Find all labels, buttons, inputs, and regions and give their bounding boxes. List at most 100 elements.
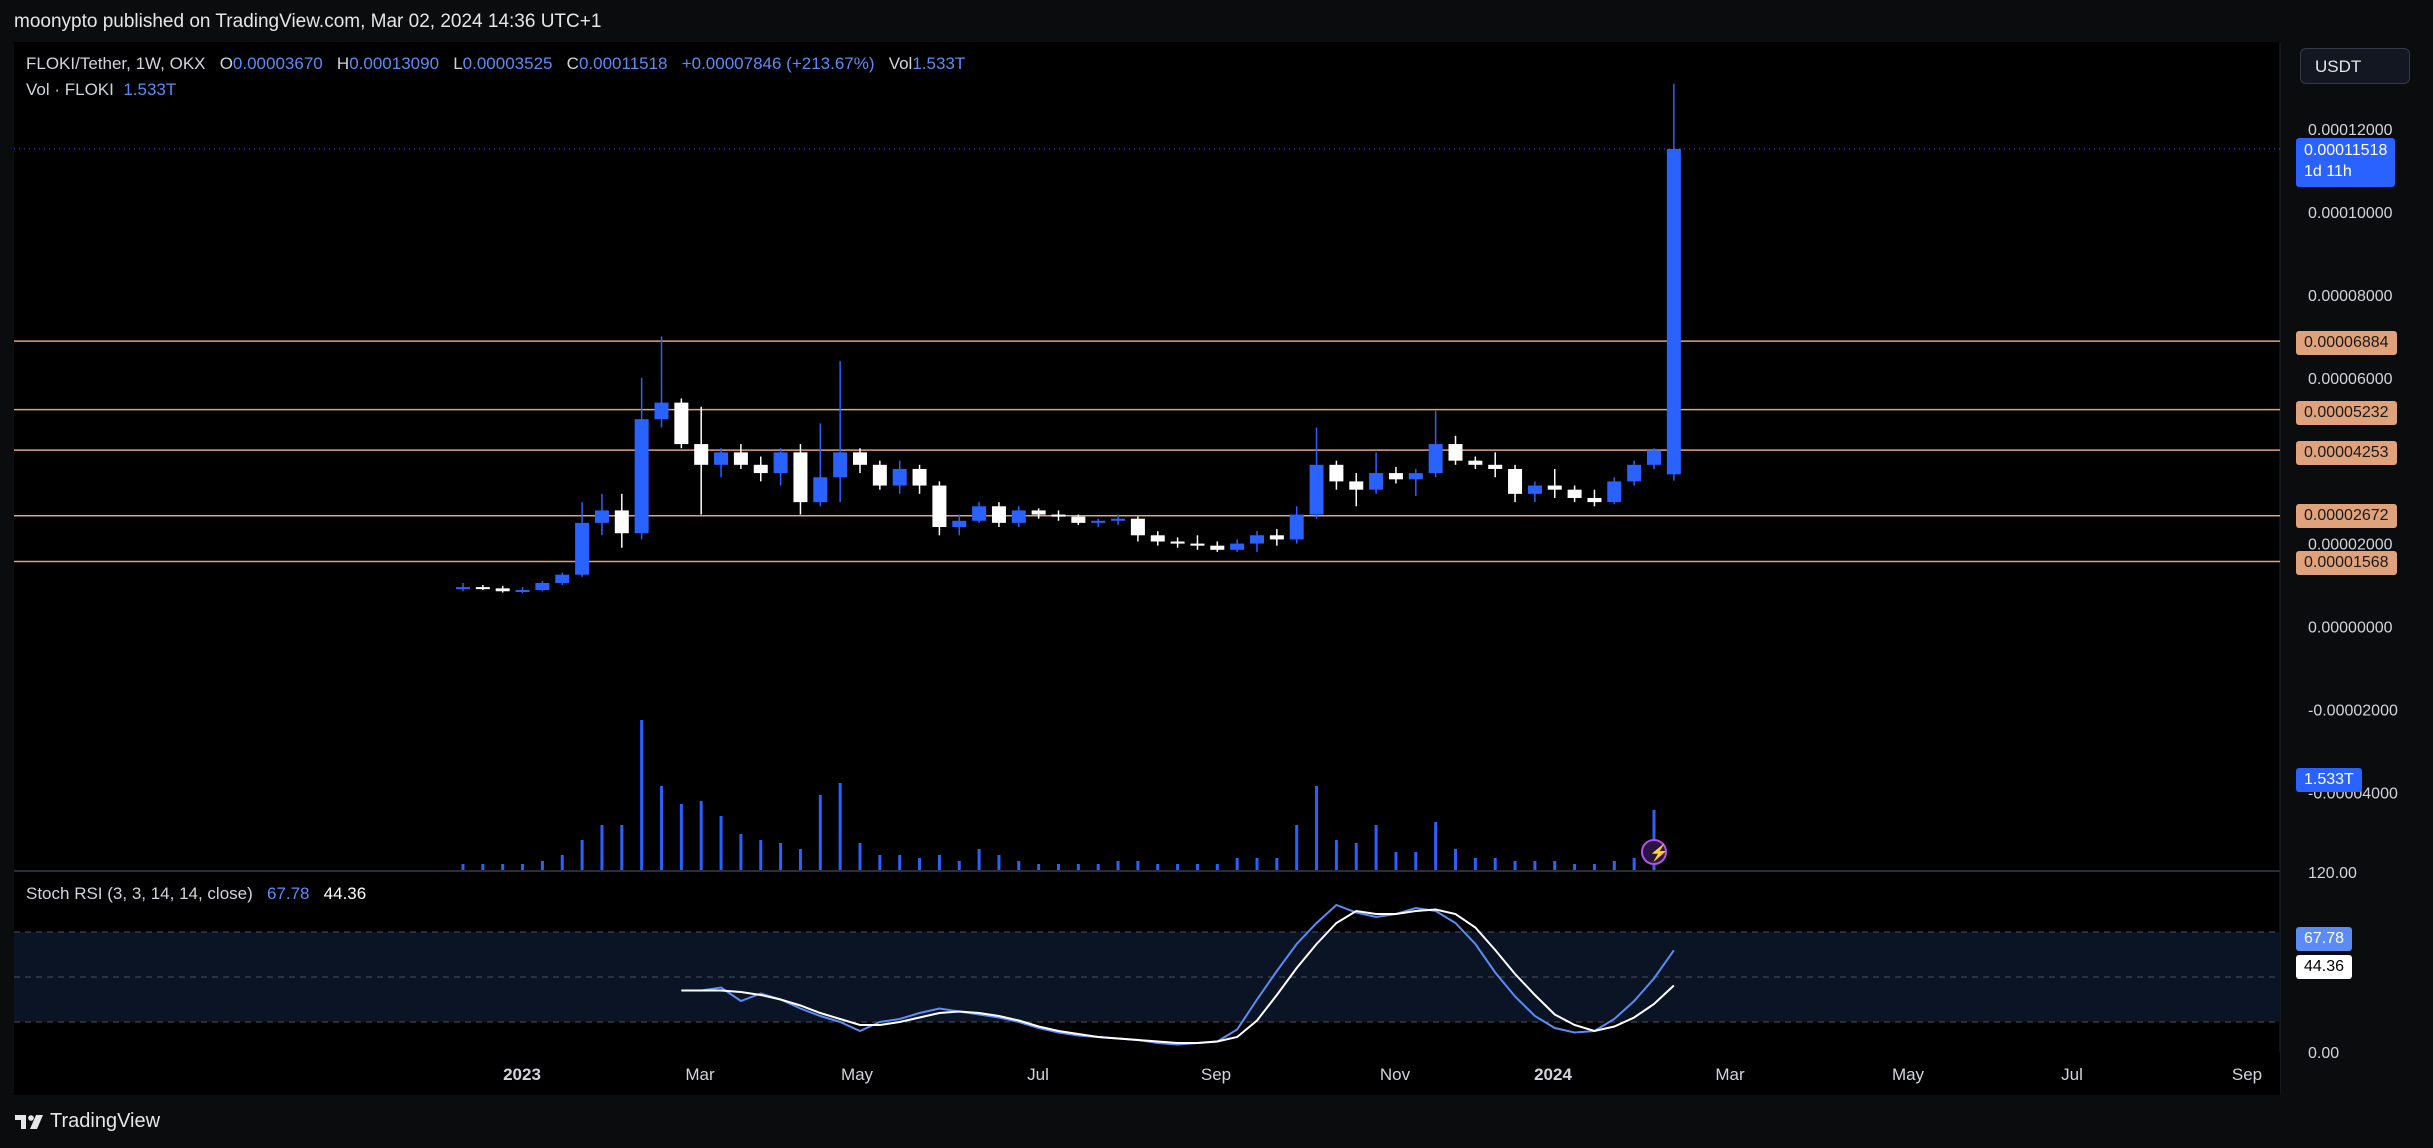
rsi-k-tag: 67.78 — [2296, 927, 2353, 951]
candle-body — [991, 506, 1006, 523]
candle-body — [733, 452, 748, 465]
volume-bar — [1513, 861, 1517, 870]
candle-body — [1508, 468, 1523, 494]
candle-body — [1031, 510, 1046, 515]
candle-body — [1150, 535, 1165, 542]
y-tick-label: -0.00002000 — [2308, 702, 2398, 719]
rsi-k-value: 67.78 — [266, 884, 310, 903]
candle-body — [634, 419, 649, 534]
legend-stoch-rsi: Stoch RSI (3, 3, 14, 14, close) 67.78 44… — [26, 884, 366, 904]
legend-symbol[interactable]: FLOKI/Tether, 1W, OKX — [26, 54, 206, 73]
volume-bar — [779, 843, 783, 870]
candle-body — [1488, 464, 1503, 469]
volume-title[interactable]: Vol · FLOKI — [26, 80, 114, 99]
chart-area[interactable]: 0.00012000 0.00010000 0.00008000 0.00006000… — [0, 42, 2433, 1095]
candle-body — [614, 510, 629, 534]
legend-open: 0.00003670 — [232, 54, 323, 73]
level-tag: 0.00006884 — [2296, 331, 2397, 355]
volume-bar — [501, 864, 505, 870]
volume-bar — [1374, 825, 1378, 870]
x-tick-label: Sep — [1201, 1065, 1231, 1084]
legend-vol: 1.533T — [912, 54, 966, 73]
volume-bar — [1156, 864, 1160, 870]
candle-body — [1309, 464, 1324, 515]
volume-bar — [1454, 849, 1457, 870]
candle-body — [714, 452, 729, 465]
candle-body — [1567, 489, 1582, 498]
volume-bar — [1493, 858, 1497, 870]
candle-body — [1369, 473, 1384, 490]
legend-main: FLOKI/Tether, 1W, OKX O0.00003670 H0.000… — [26, 54, 965, 74]
candle-body — [1587, 497, 1602, 503]
volume-bar — [1573, 864, 1577, 870]
volume-bar — [1295, 825, 1299, 870]
candle-body — [1130, 518, 1145, 536]
chart-canvas[interactable]: 0.00012000 0.00010000 0.00008000 0.00006000… — [0, 42, 2433, 1095]
legend-c-label: C — [566, 54, 579, 73]
candle-body — [594, 510, 609, 523]
legend-high: 0.00013090 — [349, 54, 440, 73]
brand-name: TradingView — [50, 1110, 161, 1132]
x-tick-label: May — [1892, 1065, 1925, 1084]
y-tick-label: 0.00012000 — [2308, 122, 2393, 139]
currency-button[interactable]: USDT — [2300, 48, 2410, 84]
candle-body — [456, 587, 470, 590]
rsi-title[interactable]: Stoch RSI (3, 3, 14, 14, close) — [26, 884, 253, 903]
volume-bar — [1136, 861, 1140, 870]
candle-body — [1329, 464, 1344, 482]
volume-bar — [1275, 858, 1279, 870]
y-tick-label: 0.00006000 — [2308, 371, 2393, 388]
candle-body — [912, 468, 927, 486]
candle-body — [1011, 510, 1026, 523]
candle-body — [1666, 148, 1681, 475]
candle-body — [475, 587, 490, 590]
volume-bar — [640, 720, 644, 870]
volume-bar — [1553, 861, 1557, 870]
candle-body — [1527, 485, 1542, 494]
candle-body — [1408, 473, 1423, 480]
candle-body — [1170, 541, 1185, 544]
legend-low: 0.00003525 — [462, 54, 553, 73]
candle-body — [1230, 543, 1245, 550]
y-tick-label: 0.00002000 — [2308, 537, 2393, 554]
candle-body — [1647, 450, 1661, 465]
legend-l-label: L — [453, 54, 463, 73]
publish-info: moonypto published on TradingView.com, M… — [14, 11, 602, 32]
volume-bar — [1414, 852, 1418, 870]
x-tick-label: 2023 — [503, 1065, 541, 1084]
volume-bar — [679, 804, 683, 870]
volume-bar — [600, 825, 604, 870]
price-pane — [14, 42, 2280, 870]
alert-icon — [1641, 839, 1667, 865]
candle-body — [1349, 481, 1364, 490]
volume-bar — [540, 861, 544, 870]
candle-body — [1448, 444, 1463, 461]
footer: TradingView — [0, 1095, 2433, 1148]
y-tick-label: 0.00000000 — [2308, 620, 2393, 637]
stoch-rsi-k-line — [681, 903, 1675, 1046]
candle-body — [1269, 535, 1284, 540]
candle-body — [892, 468, 907, 486]
volume-tag: 1.533T — [2296, 768, 2362, 792]
volume-bar — [1394, 852, 1398, 870]
volume-bar — [1116, 861, 1120, 870]
tradingview-logo[interactable]: TradingView — [14, 1110, 160, 1133]
candle-body — [1051, 514, 1066, 517]
volume-bar — [580, 840, 584, 870]
candle-body — [535, 582, 550, 591]
x-tick-label: Jul — [1027, 1065, 1049, 1084]
candle-body — [1627, 464, 1642, 482]
candle-body — [813, 477, 828, 503]
volume-bar — [1315, 786, 1319, 870]
volume-bar — [1076, 864, 1080, 870]
volume-bar — [1473, 858, 1477, 870]
legend-h-label: H — [336, 54, 350, 73]
candle-body — [952, 520, 967, 527]
last-price: 0.00011518 — [2304, 142, 2388, 159]
candle-body — [1210, 545, 1225, 550]
volume-value: 1.533T — [123, 80, 177, 99]
x-tick-label: May — [841, 1065, 874, 1084]
volume-bar — [1592, 864, 1596, 870]
volume-bar — [937, 855, 941, 870]
legend-volume: Vol · FLOKI 1.533T — [26, 80, 176, 100]
